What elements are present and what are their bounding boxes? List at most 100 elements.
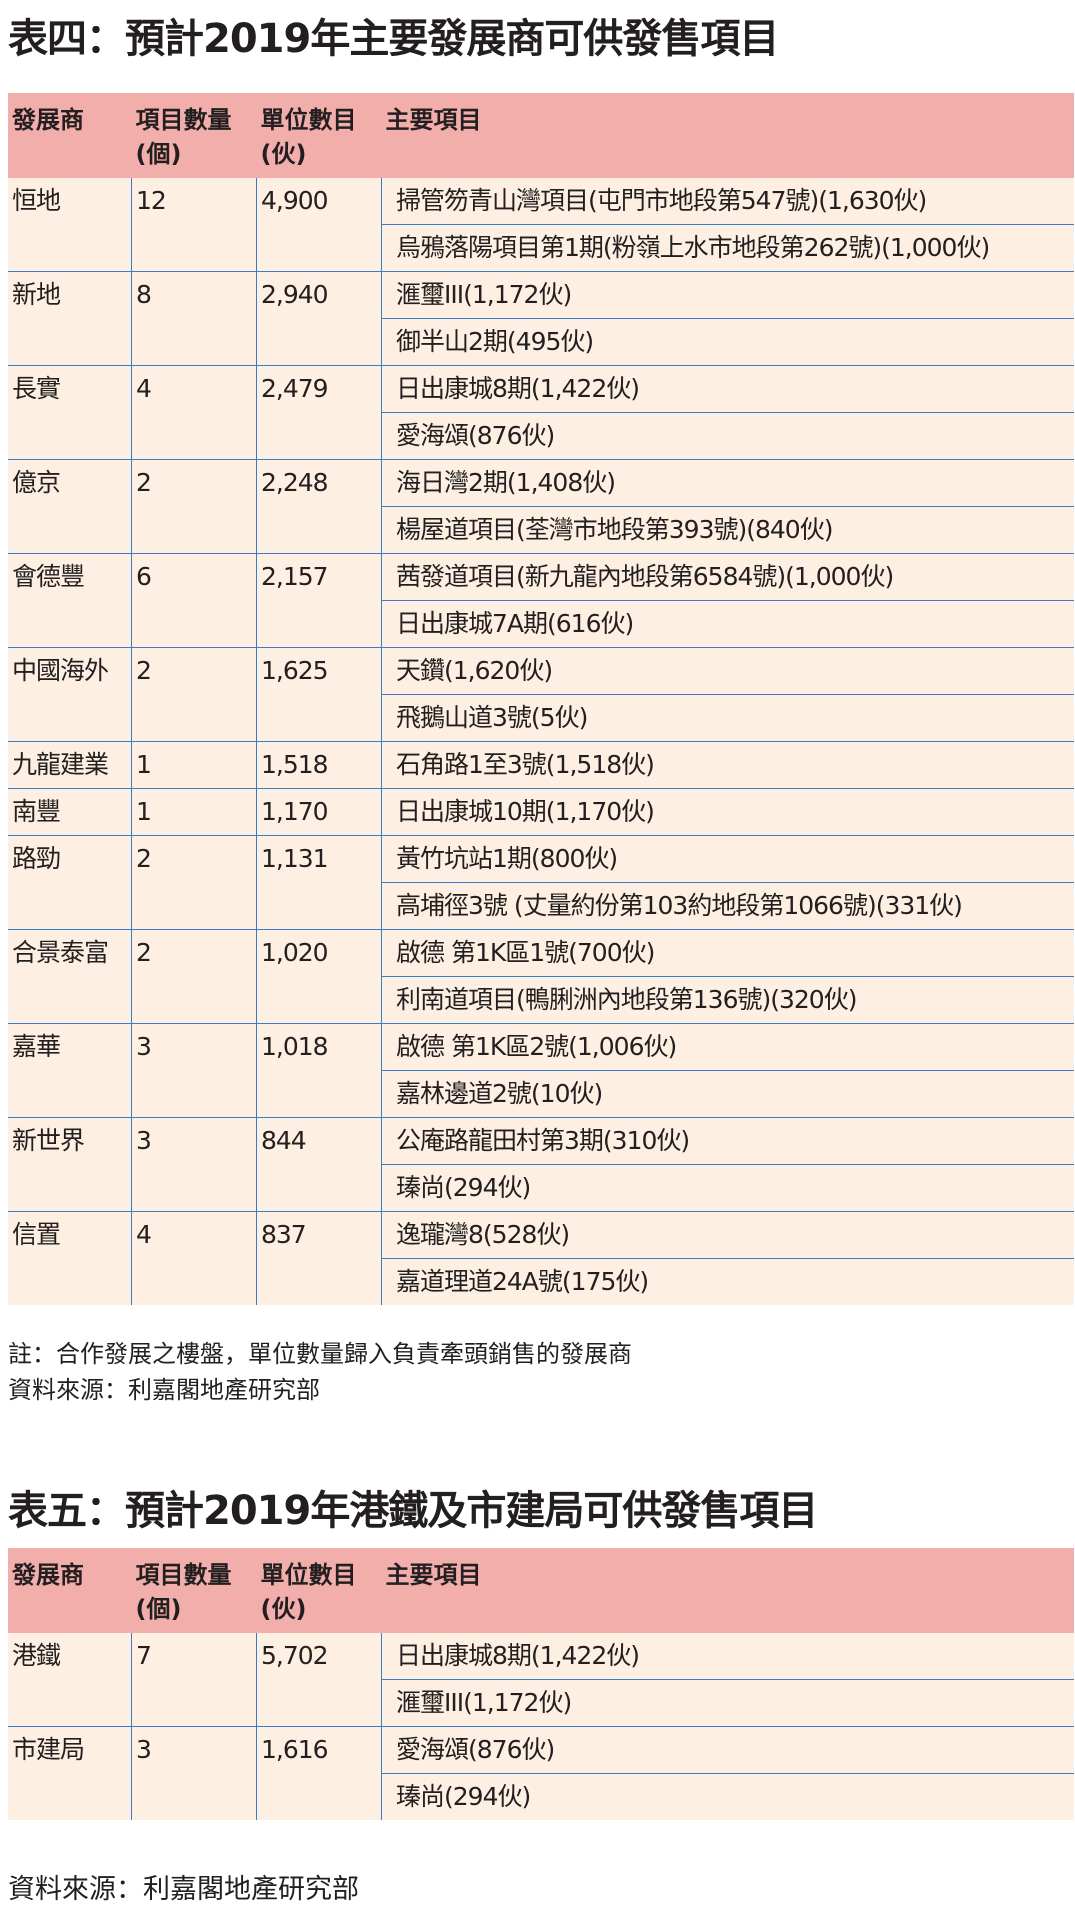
project-cell: 烏鴉落陽項目第1期(粉嶺上水市地段第262號)(1,000伙) — [381, 224, 1074, 272]
project-cell: 掃管笏青山灣項目(屯門市地段第547號)(1,630伙) — [381, 178, 1074, 225]
column-header: 單位數目 (伙) — [256, 93, 382, 178]
project-cell: 日出康城8期(1,422伙) — [381, 365, 1074, 413]
developer-cell: 嘉華 — [8, 1023, 132, 1118]
table-row: 中國海外 2 1,625 天鑽(1,620伙) — [8, 647, 1074, 742]
developer-cell: 新世界 — [8, 1117, 132, 1212]
table-row: 市建局 3 1,616 愛海頌(876伙) — [8, 1726, 1074, 1820]
count-cell: 1 — [131, 788, 257, 836]
units-cell: 2,940 — [256, 271, 382, 366]
units-cell: 1,625 — [256, 647, 382, 742]
table5-title: 表五：預計2019年港鐵及市建局可供發售項目 — [8, 1488, 818, 1534]
table4: 發展商 項目數量 (個) 單位數目 (伙) 主要項目 恒地 12 4,900 掃管笏青… — [8, 93, 1074, 1305]
table-row: 新世界 3 844 公庵路龍田村第3期(310伙) — [8, 1117, 1074, 1212]
table4-title: 表四：預計2019年主要發展商可供發售項目 — [8, 16, 779, 62]
count-cell: 3 — [131, 1117, 257, 1212]
header-row: 發展商 項目數量 (個) 單位數目 (伙) 主要項目 — [8, 1548, 1074, 1633]
project-cell: 瑧尚(294伙) — [381, 1773, 1074, 1820]
developer-cell: 信置 — [8, 1211, 132, 1305]
header-row: 發展商 項目數量 (個) 單位數目 (伙) 主要項目 — [8, 93, 1074, 178]
table-subrow: 飛鵝山道3號(5伙) — [8, 694, 1074, 742]
project-cell: 滙璽III(1,172伙) — [381, 1679, 1074, 1727]
table-row: 會德豐 6 2,157 茜發道項目(新九龍內地段第6584號)(1,000伙) — [8, 553, 1074, 648]
table-row: 合景泰富 2 1,020 啟德 第1K區1號(700伙) — [8, 929, 1074, 1024]
count-cell: 4 — [131, 1211, 257, 1305]
table-row: 南豐 1 1,170 日出康城10期(1,170伙) — [8, 788, 1074, 836]
project-cell: 天鑽(1,620伙) — [381, 647, 1074, 695]
table-subrow: 高埔徑3號 (丈量約份第103約地段第1066號)(331伙) — [8, 882, 1074, 930]
project-cell: 公庵路龍田村第3期(310伙) — [381, 1117, 1074, 1165]
developer-cell: 億京 — [8, 459, 132, 554]
table-subrow: 御半山2期(495伙) — [8, 318, 1074, 366]
developer-cell: 長實 — [8, 365, 132, 460]
project-cell: 海日灣2期(1,408伙) — [381, 459, 1074, 507]
table-subrow: 愛海頌(876伙) — [8, 412, 1074, 460]
table5: 發展商 項目數量 (個) 單位數目 (伙) 主要項目 港鐵 7 5,702 日出康城8… — [8, 1548, 1074, 1820]
count-cell: 8 — [131, 271, 257, 366]
units-cell: 844 — [256, 1117, 382, 1212]
table-subrow: 日出康城7A期(616伙) — [8, 600, 1074, 648]
project-cell: 愛海頌(876伙) — [381, 412, 1074, 460]
project-cell: 逸瓏灣8(528伙) — [381, 1211, 1074, 1259]
count-cell: 2 — [131, 647, 257, 742]
column-header: 發展商 — [8, 93, 132, 178]
project-cell: 瑧尚(294伙) — [381, 1164, 1074, 1212]
count-cell: 2 — [131, 835, 257, 930]
count-cell: 3 — [131, 1023, 257, 1118]
table-subrow: 利南道項目(鴨脷洲內地段第136號)(320伙) — [8, 976, 1074, 1024]
project-cell: 利南道項目(鴨脷洲內地段第136號)(320伙) — [381, 976, 1074, 1024]
table-subrow: 楊屋道項目(荃灣市地段第393號)(840伙) — [8, 506, 1074, 554]
table4-note: 註：合作發展之樓盤，單位數量歸入負責牽頭銷售的發展商 — [8, 1340, 632, 1368]
units-cell: 1,518 — [256, 741, 382, 789]
developer-cell: 港鐵 — [8, 1633, 132, 1727]
column-header: 發展商 — [8, 1548, 132, 1633]
column-header: 主要項目 — [381, 93, 1074, 178]
developer-cell: 市建局 — [8, 1726, 132, 1820]
count-cell: 4 — [131, 365, 257, 460]
units-cell: 4,900 — [256, 178, 382, 272]
count-cell: 12 — [131, 178, 257, 272]
column-header: 單位數目 (伙) — [256, 1548, 382, 1633]
developer-cell: 九龍建業 — [8, 741, 132, 789]
table-subrow: 烏鴉落陽項目第1期(粉嶺上水市地段第262號)(1,000伙) — [8, 224, 1074, 272]
table-row: 恒地 12 4,900 掃管笏青山灣項目(屯門市地段第547號)(1,630伙) — [8, 178, 1074, 272]
table-subrow: 瑧尚(294伙) — [8, 1164, 1074, 1212]
table-subrow: 瑧尚(294伙) — [8, 1773, 1074, 1820]
units-cell: 2,248 — [256, 459, 382, 554]
project-cell: 嘉林邊道2號(10伙) — [381, 1070, 1074, 1118]
table-row: 港鐵 7 5,702 日出康城8期(1,422伙) — [8, 1633, 1074, 1727]
column-header: 主要項目 — [381, 1548, 1074, 1633]
units-cell: 1,018 — [256, 1023, 382, 1118]
table-row: 嘉華 3 1,018 啟德 第1K區2號(1,006伙) — [8, 1023, 1074, 1118]
project-cell: 茜發道項目(新九龍內地段第6584號)(1,000伙) — [381, 553, 1074, 601]
units-cell: 1,170 — [256, 788, 382, 836]
developer-cell: 南豐 — [8, 788, 132, 836]
units-cell: 2,157 — [256, 553, 382, 648]
table-row: 九龍建業 1 1,518 石角路1至3號(1,518伙) — [8, 741, 1074, 789]
table-subrow: 嘉林邊道2號(10伙) — [8, 1070, 1074, 1118]
table-row: 路勁 2 1,131 黃竹坑站1期(800伙) — [8, 835, 1074, 930]
project-cell: 日出康城7A期(616伙) — [381, 600, 1074, 648]
count-cell: 6 — [131, 553, 257, 648]
project-cell: 黃竹坑站1期(800伙) — [381, 835, 1074, 883]
units-cell: 2,479 — [256, 365, 382, 460]
units-cell: 837 — [256, 1211, 382, 1305]
table-subrow: 嘉道理道24A號(175伙) — [8, 1258, 1074, 1305]
project-cell: 日出康城8期(1,422伙) — [381, 1633, 1074, 1680]
project-cell: 日出康城10期(1,170伙) — [381, 788, 1074, 836]
column-header: 項目數量 (個) — [131, 1548, 257, 1633]
project-cell: 石角路1至3號(1,518伙) — [381, 741, 1074, 789]
project-cell: 滙璽III(1,172伙) — [381, 271, 1074, 319]
units-cell: 1,020 — [256, 929, 382, 1024]
table-row: 長實 4 2,479 日出康城8期(1,422伙) — [8, 365, 1074, 460]
developer-cell: 恒地 — [8, 178, 132, 272]
table5-source: 資料來源：利嘉閣地產研究部 — [8, 1874, 359, 1905]
units-cell: 1,131 — [256, 835, 382, 930]
table-row: 信置 4 837 逸瓏灣8(528伙) — [8, 1211, 1074, 1305]
table-row: 億京 2 2,248 海日灣2期(1,408伙) — [8, 459, 1074, 554]
table-subrow: 滙璽III(1,172伙) — [8, 1679, 1074, 1727]
table4-source: 資料來源：利嘉閣地產研究部 — [8, 1376, 320, 1404]
developer-cell: 路勁 — [8, 835, 132, 930]
units-cell: 1,616 — [256, 1726, 382, 1820]
developer-cell: 會德豐 — [8, 553, 132, 648]
project-cell: 愛海頌(876伙) — [381, 1726, 1074, 1774]
